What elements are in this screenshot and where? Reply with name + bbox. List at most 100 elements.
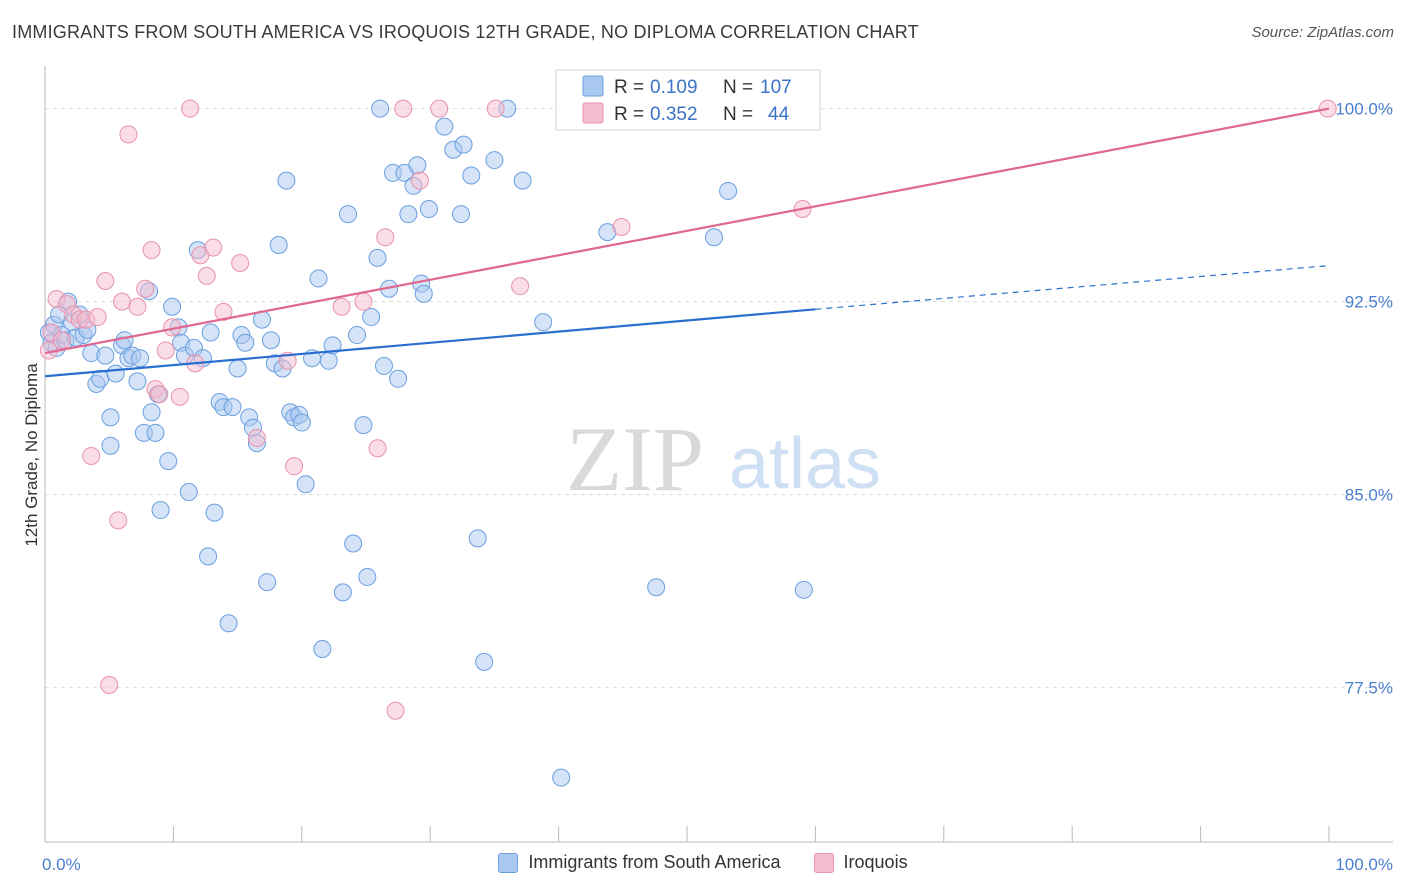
point-immigrants-94 [454, 135, 473, 154]
point-iroquois-20 [156, 341, 175, 360]
legend-r-label-2: R = [614, 104, 644, 125]
point-immigrants-96 [468, 529, 487, 548]
point-immigrants-37 [179, 483, 198, 502]
point-immigrants-17 [101, 408, 120, 427]
point-iroquois-26 [197, 266, 216, 285]
point-immigrants-50 [236, 333, 255, 352]
point-immigrants-67 [309, 269, 328, 288]
point-immigrants-83 [389, 369, 408, 388]
point-iroquois-41 [486, 99, 505, 118]
bottom-legend-label-immigrants: Immigrants from South America [528, 852, 781, 872]
trendline-immigrants [44, 308, 816, 378]
point-immigrants-97 [475, 652, 494, 671]
point-iroquois-14 [119, 125, 138, 144]
point-immigrants-64 [292, 413, 311, 432]
point-immigrants-68 [313, 640, 332, 658]
y-tick-label-1: 92.5% [1345, 293, 1393, 312]
point-iroquois-38 [394, 99, 413, 118]
point-immigrants-87 [408, 156, 427, 175]
point-immigrants-90 [419, 199, 438, 218]
point-iroquois-35 [368, 439, 387, 458]
point-immigrants-105 [704, 228, 723, 247]
y-tick-label-0: 100.0% [1335, 100, 1393, 119]
point-iroquois-42 [511, 277, 530, 296]
point-immigrants-75 [354, 416, 373, 435]
point-immigrants-73 [344, 534, 363, 553]
axes [44, 66, 1393, 843]
legend-n-label-2: N = [723, 104, 753, 125]
point-immigrants-104 [647, 578, 666, 597]
point-iroquois-17 [142, 241, 161, 260]
watermark-atlas: atlas [729, 424, 881, 504]
point-immigrants-98 [485, 151, 504, 170]
point-immigrants-101 [534, 313, 553, 332]
point-immigrants-41 [199, 547, 218, 566]
point-immigrants-102 [552, 768, 571, 787]
bottom-legend-swatch-pink [813, 852, 834, 873]
point-immigrants-77 [362, 308, 381, 327]
point-immigrants-25 [131, 349, 150, 368]
point-immigrants-55 [258, 573, 277, 592]
x-tick-label-1: 100.0% [1335, 855, 1393, 874]
point-immigrants-85 [399, 205, 418, 224]
point-iroquois-43 [612, 217, 631, 236]
point-iroquois-36 [376, 228, 395, 247]
point-immigrants-80 [374, 356, 393, 375]
y-axis-title: 12th Grade, No Diploma [22, 363, 41, 547]
point-immigrants-74 [348, 326, 367, 345]
x-tick-label-0: 0.0% [42, 855, 81, 874]
legend-r-label-1: R = [614, 77, 644, 98]
legend-n-label-1: N = [723, 77, 753, 98]
point-immigrants-24 [128, 372, 147, 391]
bottom-legend-swatch-blue [498, 852, 519, 873]
point-immigrants-19 [106, 364, 125, 383]
point-immigrants-16 [96, 346, 115, 365]
point-immigrants-89 [414, 284, 433, 303]
point-immigrants-107 [794, 580, 813, 599]
point-immigrants-29 [146, 423, 165, 442]
point-iroquois-23 [181, 99, 200, 118]
point-iroquois-28 [214, 302, 233, 321]
y-tick-label-3: 77.5% [1345, 679, 1393, 698]
point-immigrants-58 [269, 235, 288, 254]
point-immigrants-28 [142, 403, 161, 422]
point-immigrants-47 [223, 398, 242, 417]
point-immigrants-95 [462, 166, 481, 185]
y-tick-label-2: 85.0% [1345, 486, 1393, 505]
point-immigrants-32 [159, 452, 178, 471]
point-immigrants-91 [435, 117, 454, 136]
point-immigrants-42 [201, 323, 220, 342]
trendlines [44, 107, 1330, 378]
point-immigrants-46 [219, 614, 238, 633]
series-iroquois-points [39, 99, 1337, 720]
point-iroquois-11 [100, 676, 119, 695]
point-immigrants-21 [115, 331, 134, 350]
point-iroquois-22 [170, 387, 189, 406]
legend-swatch-blue [582, 75, 604, 97]
source-credit: Source: ZipAtlas.com [1251, 24, 1394, 41]
point-immigrants-69 [319, 351, 338, 370]
point-iroquois-10 [96, 272, 115, 291]
point-iroquois-34 [354, 292, 373, 311]
bottom-legend-label-iroquois: Iroquois [843, 852, 908, 872]
point-immigrants-71 [333, 583, 352, 602]
point-immigrants-33 [163, 297, 182, 316]
legend-swatch-pink [582, 102, 604, 124]
point-iroquois-40 [430, 99, 449, 118]
point-iroquois-19 [150, 385, 169, 404]
legend-n-value-2: 44 [768, 104, 790, 125]
legend-n-value-1: 107 [760, 77, 792, 98]
bottom-legend: Immigrants from South America Iroquois [0, 852, 1406, 878]
point-immigrants-93 [452, 205, 471, 224]
point-immigrants-78 [368, 248, 387, 267]
point-iroquois-37 [386, 701, 405, 720]
point-iroquois-32 [285, 457, 304, 476]
point-iroquois-8 [82, 447, 101, 465]
point-immigrants-65 [296, 475, 315, 494]
bottom-legend-item-immigrants: Immigrants from South America [498, 852, 781, 873]
point-immigrants-72 [339, 205, 358, 224]
trendline-iroquois [44, 107, 1330, 355]
gridlines [45, 108, 1393, 689]
point-iroquois-9 [88, 308, 107, 327]
legend-box: R = 0.109 N = 107 R = 0.352 N = 44 [555, 69, 821, 131]
